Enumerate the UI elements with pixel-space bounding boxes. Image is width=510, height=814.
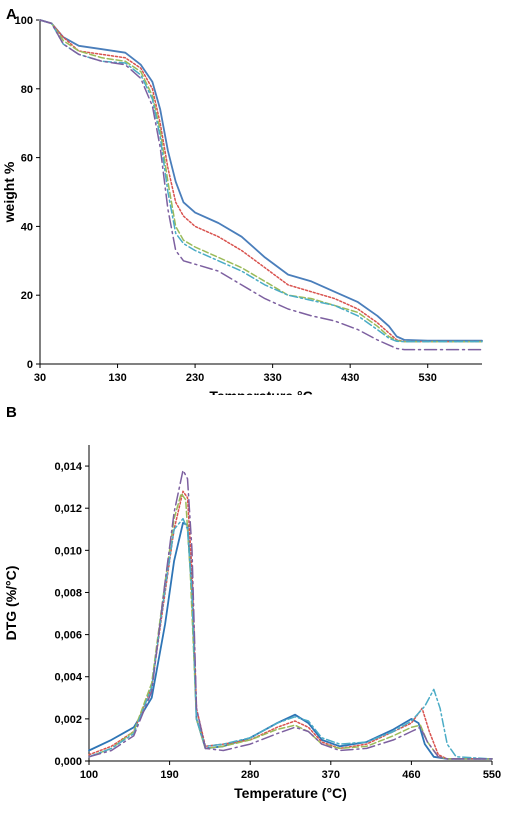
x-tick-label: 460 bbox=[402, 769, 420, 781]
chart-panel-a: A 0 20 40 60 80 100 30 130 230 330 430 530 Temperatu… bbox=[0, 0, 510, 395]
x-tick-label: 100 bbox=[80, 769, 98, 781]
y-tick-label: 0,000 bbox=[54, 756, 82, 768]
y-tick-label: 0,014 bbox=[54, 461, 82, 473]
y-tick-label: 60 bbox=[21, 153, 33, 165]
series-line-1 bbox=[39, 19, 483, 342]
x-tick-label: 30 bbox=[34, 372, 46, 384]
y-tick-label: 0,002 bbox=[54, 714, 82, 726]
y-tick-label: 0 bbox=[27, 359, 33, 371]
series-line-3 bbox=[88, 492, 493, 760]
x-tick-label: 550 bbox=[483, 769, 501, 781]
series-line-1 bbox=[88, 522, 493, 760]
chart-panel-b: B 0,000 0,002 0,004 0,006 0,008 0,010 0,012 0,0… bbox=[0, 395, 510, 814]
y-tick-label: 0,004 bbox=[54, 672, 82, 684]
dtg-chart: 0,000 0,002 0,004 0,006 0,008 0,010 0,012 0,014… bbox=[3, 445, 501, 801]
series-line-2 bbox=[39, 19, 483, 343]
panel-label-a: A bbox=[6, 6, 17, 23]
x-tick-label: 430 bbox=[341, 372, 359, 384]
x-axis-title: Temperature °C bbox=[209, 388, 312, 395]
y-tick-label: 100 bbox=[15, 15, 33, 27]
y-tick-label: 0,010 bbox=[54, 545, 82, 557]
y-tick-label: 0,008 bbox=[54, 587, 82, 599]
series-line-5 bbox=[39, 19, 483, 351]
x-tick-label: 280 bbox=[241, 769, 259, 781]
y-tick-label: 0,012 bbox=[54, 503, 82, 515]
y-axis-title: weight % bbox=[1, 161, 17, 223]
series-line-4 bbox=[39, 19, 483, 343]
x-tick-label: 190 bbox=[160, 769, 178, 781]
x-tick-label: 370 bbox=[322, 769, 340, 781]
series-line-4 bbox=[88, 517, 493, 760]
panel-label-b: B bbox=[6, 404, 17, 421]
x-tick-label: 530 bbox=[419, 372, 437, 384]
series-line-5 bbox=[88, 469, 493, 760]
x-tick-label: 230 bbox=[186, 372, 204, 384]
x-tick-label: 130 bbox=[108, 372, 126, 384]
weight-chart: 0 20 40 60 80 100 30 130 230 330 430 530 Temperature… bbox=[1, 15, 483, 395]
y-tick-label: 20 bbox=[21, 290, 33, 302]
series-line-3 bbox=[39, 19, 483, 343]
y-tick-label: 0,006 bbox=[54, 630, 82, 642]
y-tick-label: 40 bbox=[21, 221, 33, 233]
x-tick-label: 330 bbox=[263, 372, 281, 384]
y-tick-label: 80 bbox=[21, 84, 33, 96]
y-axis-title: DTG (%/°C) bbox=[3, 566, 19, 641]
x-axis-title: Temperature (°C) bbox=[234, 785, 347, 801]
